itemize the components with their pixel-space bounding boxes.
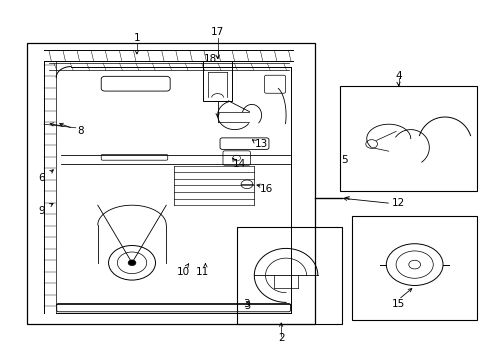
- Text: 18: 18: [203, 54, 217, 64]
- Bar: [237, 227, 342, 324]
- Text: 9: 9: [38, 206, 45, 216]
- Text: 8: 8: [77, 126, 84, 136]
- Text: 15: 15: [391, 299, 405, 309]
- Text: 12: 12: [391, 198, 405, 208]
- Text: 6: 6: [38, 173, 45, 183]
- Text: 13: 13: [254, 139, 268, 149]
- Bar: [27, 43, 315, 324]
- Text: 17: 17: [210, 27, 224, 37]
- Circle shape: [128, 260, 136, 266]
- Text: 11: 11: [196, 267, 209, 277]
- Text: 5: 5: [341, 155, 347, 165]
- Bar: [351, 216, 476, 320]
- Text: 16: 16: [259, 184, 273, 194]
- Text: 14: 14: [232, 159, 246, 169]
- Text: 3: 3: [244, 301, 249, 311]
- Text: 3: 3: [243, 299, 250, 309]
- Bar: [203, 61, 232, 101]
- Bar: [339, 86, 476, 191]
- Text: 10: 10: [177, 267, 189, 277]
- Text: 2: 2: [277, 333, 284, 343]
- Text: 1: 1: [133, 33, 140, 43]
- Text: 4: 4: [394, 71, 401, 81]
